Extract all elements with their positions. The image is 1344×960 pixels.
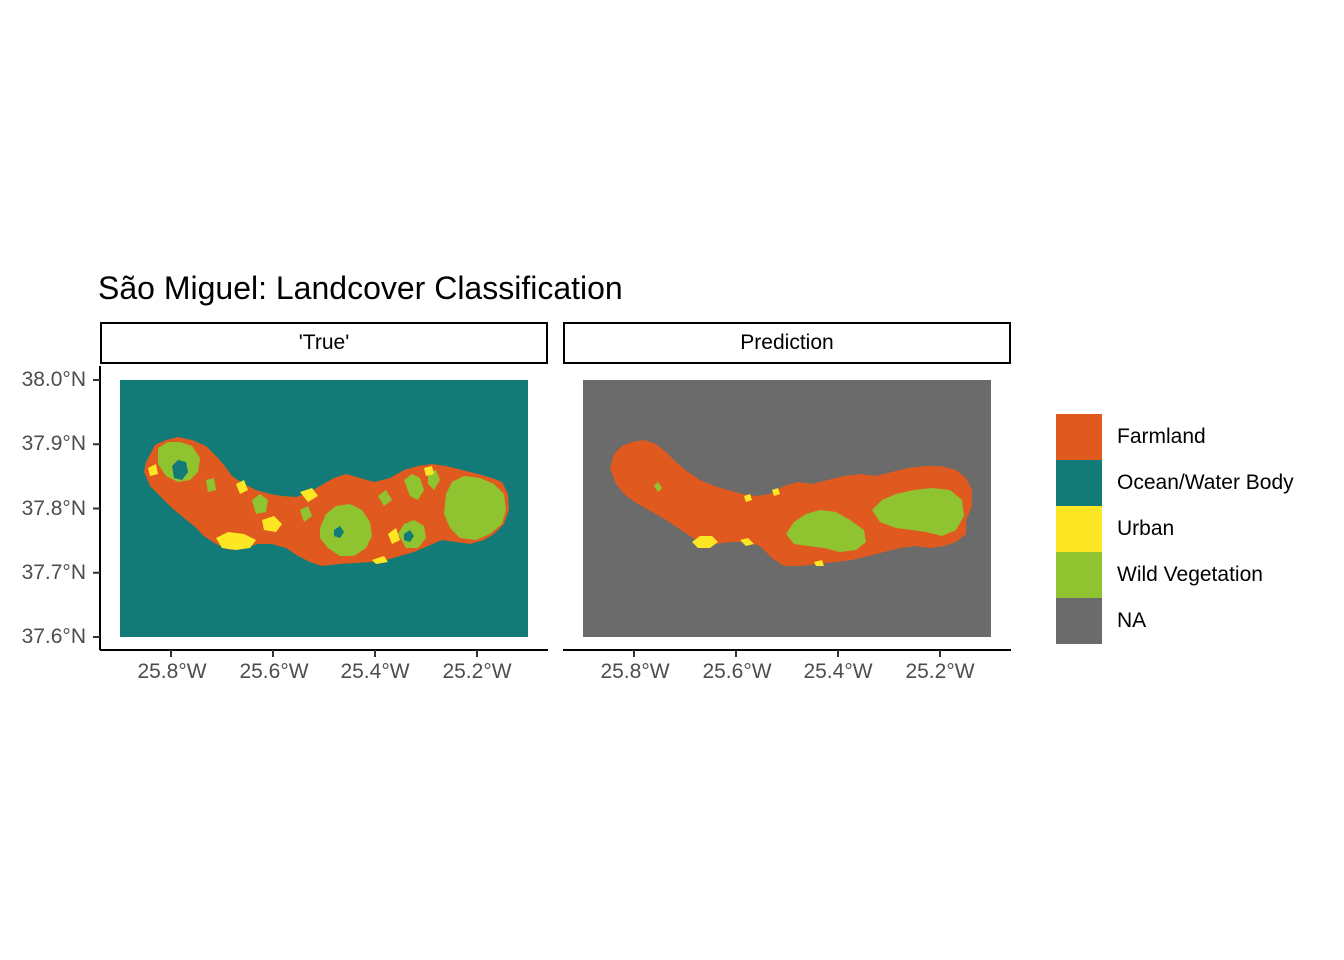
tick-marks (93, 379, 941, 657)
x-tick-label: 25.8°W (137, 660, 207, 683)
veg-central (320, 504, 372, 556)
legend-swatch (1056, 460, 1102, 506)
veg-east-ridges (404, 470, 440, 500)
veg-east (444, 476, 506, 540)
legend-label: Farmland (1117, 425, 1206, 448)
facet-strip-true: 'True' (100, 322, 548, 364)
y-tick-label: 37.8°N (21, 497, 86, 520)
facet-strip-prediction: Prediction (563, 322, 1011, 364)
pred-veg-small (654, 482, 662, 492)
urban-patches (148, 464, 434, 564)
lake-fogo (334, 526, 344, 538)
legend-label: NA (1117, 609, 1147, 632)
pred-veg-central (786, 510, 866, 552)
y-tick-label: 37.6°N (21, 625, 86, 648)
legend-label: Urban (1117, 517, 1175, 540)
panel-prediction (583, 380, 991, 637)
x-tick-label: 25.4°W (803, 660, 873, 683)
lake-sete-cidades (172, 460, 188, 480)
y-tick-label: 37.7°N (21, 561, 86, 584)
x-tick-label: 25.2°W (905, 660, 975, 683)
y-tick-label: 37.9°N (21, 432, 86, 455)
pred-veg-east (872, 488, 964, 536)
legend-swatch (1056, 506, 1102, 552)
x-tick-label: 25.8°W (600, 660, 670, 683)
x-tick-label: 25.6°W (239, 660, 309, 683)
y-tick-label: 38.0°N (21, 368, 86, 391)
legend-label: Ocean/Water Body (1117, 471, 1294, 494)
x-tick-label: 25.6°W (702, 660, 772, 683)
legend-swatch (1056, 552, 1102, 598)
pred-farmland (610, 440, 972, 566)
legend-swatch (1056, 598, 1102, 644)
chart-title: São Miguel: Landcover Classification (98, 270, 623, 306)
lake-furnas (404, 530, 414, 542)
x-tick-label: 25.4°W (340, 660, 410, 683)
x-tick-label: 25.2°W (442, 660, 512, 683)
panel-true (120, 380, 528, 637)
legend-label: Wild Vegetation (1117, 563, 1263, 586)
legend-swatch (1056, 414, 1102, 460)
